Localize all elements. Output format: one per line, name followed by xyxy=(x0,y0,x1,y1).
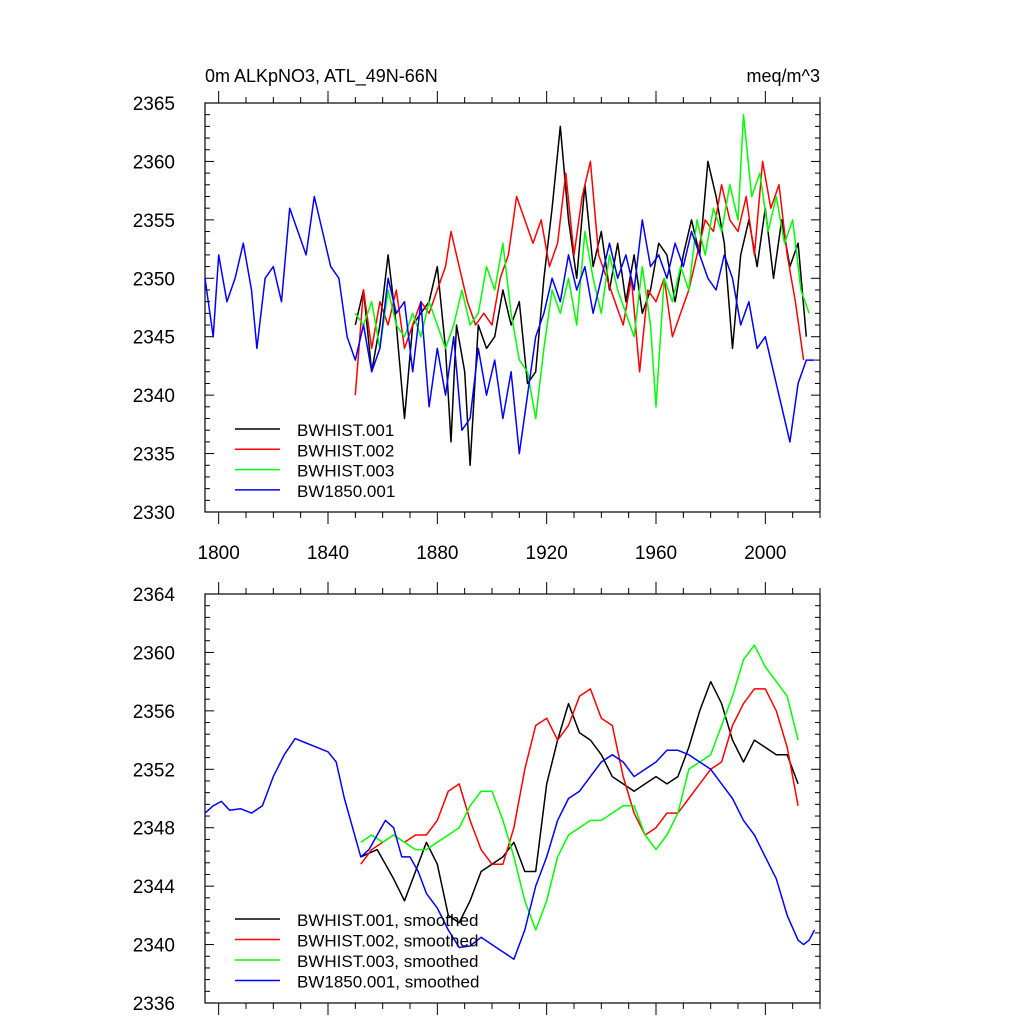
y-tick-label: 2345 xyxy=(133,328,175,349)
chart-title-right: meq/m^3 xyxy=(747,66,820,86)
y-tick-label: 2360 xyxy=(133,643,175,664)
legend-label: BWHIST.001, smoothed xyxy=(297,911,478,930)
legend-label: BWHIST.003 xyxy=(297,462,394,481)
y-tick-label: 2352 xyxy=(133,760,175,781)
series-line-1 xyxy=(360,688,799,865)
legend-label: BWHIST.002 xyxy=(297,441,394,460)
series-line-3 xyxy=(204,737,816,960)
series-line-0 xyxy=(360,680,799,924)
y-tick-label: 2356 xyxy=(133,702,175,723)
y-tick-label: 2348 xyxy=(133,819,175,840)
y-tick-label: 2364 xyxy=(133,585,176,606)
legend-label: BW1850.001 xyxy=(297,482,395,501)
series-line-2 xyxy=(360,644,799,931)
y-tick-label: 2360 xyxy=(133,152,175,173)
y-tick-label: 2330 xyxy=(133,503,175,524)
series-line-1 xyxy=(354,160,805,396)
legend-label: BWHIST.002, smoothed xyxy=(297,932,478,951)
y-tick-label: 2335 xyxy=(133,445,175,466)
y-tick-label: 2340 xyxy=(133,936,175,957)
x-tick-label: 1840 xyxy=(307,543,349,564)
series-line-2 xyxy=(354,113,810,420)
series-line-0 xyxy=(354,125,808,467)
x-tick-label: 1960 xyxy=(635,543,677,564)
plot-frame xyxy=(204,593,821,1004)
x-tick-label: 1880 xyxy=(416,543,458,564)
bottom-panel: 2336 2340 2344 2348 2352 2356 2360 2364 BWHIST.0… xyxy=(133,582,821,1015)
y-tick-label: 2350 xyxy=(133,269,175,290)
series-line-3 xyxy=(204,195,815,455)
x-tick-label: 1800 xyxy=(198,543,240,564)
plot-frame xyxy=(204,102,821,513)
legend-label: BWHIST.001 xyxy=(297,421,394,440)
x-tick-label: 1920 xyxy=(526,543,568,564)
top-panel: 2330 2335 2340 2345 2350 2355 2360 2365 1800 1840… xyxy=(133,66,821,564)
y-tick-label: 2340 xyxy=(133,386,175,407)
x-tick-label: 2000 xyxy=(744,543,786,564)
y-tick-label: 2336 xyxy=(133,994,175,1015)
y-tick-label: 2365 xyxy=(133,94,175,115)
legend-label: BWHIST.003, smoothed xyxy=(297,952,478,971)
legend-label: BW1850.001, smoothed xyxy=(297,973,479,992)
chart-title-left: 0m ALKpNO3, ATL_49N-66N xyxy=(205,66,438,87)
y-tick-label: 2344 xyxy=(133,877,176,898)
y-tick-label: 2355 xyxy=(133,211,175,232)
